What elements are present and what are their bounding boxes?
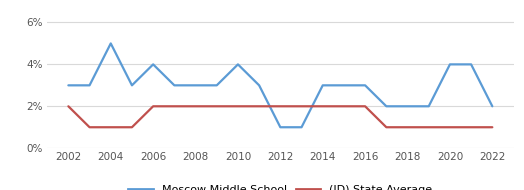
Moscow Middle School [214, 84, 220, 86]
(ID) State Average [235, 105, 241, 107]
(ID) State Average [107, 126, 114, 128]
Moscow Middle School [86, 84, 93, 86]
Moscow Middle School [235, 63, 241, 66]
Moscow Middle School [447, 63, 453, 66]
(ID) State Average [256, 105, 263, 107]
Moscow Middle School [277, 126, 283, 128]
(ID) State Average [362, 105, 368, 107]
Moscow Middle School [298, 126, 304, 128]
(ID) State Average [468, 126, 474, 128]
Moscow Middle School [383, 105, 389, 107]
Moscow Middle School [489, 105, 496, 107]
Moscow Middle School [171, 84, 178, 86]
(ID) State Average [171, 105, 178, 107]
(ID) State Average [214, 105, 220, 107]
(ID) State Average [383, 126, 389, 128]
Moscow Middle School [341, 84, 347, 86]
Moscow Middle School [468, 63, 474, 66]
Moscow Middle School [107, 42, 114, 45]
Legend: Moscow Middle School, (ID) State Average: Moscow Middle School, (ID) State Average [128, 185, 432, 190]
(ID) State Average [192, 105, 199, 107]
(ID) State Average [86, 126, 93, 128]
Moscow Middle School [256, 84, 263, 86]
(ID) State Average [341, 105, 347, 107]
(ID) State Average [298, 105, 304, 107]
Moscow Middle School [192, 84, 199, 86]
(ID) State Average [277, 105, 283, 107]
(ID) State Average [447, 126, 453, 128]
(ID) State Average [405, 126, 411, 128]
(ID) State Average [425, 126, 432, 128]
(ID) State Average [150, 105, 156, 107]
Moscow Middle School [425, 105, 432, 107]
Moscow Middle School [65, 84, 71, 86]
Moscow Middle School [362, 84, 368, 86]
Moscow Middle School [150, 63, 156, 66]
Line: (ID) State Average: (ID) State Average [68, 106, 493, 127]
Line: Moscow Middle School: Moscow Middle School [68, 44, 493, 127]
(ID) State Average [129, 126, 135, 128]
Moscow Middle School [405, 105, 411, 107]
(ID) State Average [320, 105, 326, 107]
Moscow Middle School [129, 84, 135, 86]
(ID) State Average [65, 105, 71, 107]
(ID) State Average [489, 126, 496, 128]
Moscow Middle School [320, 84, 326, 86]
